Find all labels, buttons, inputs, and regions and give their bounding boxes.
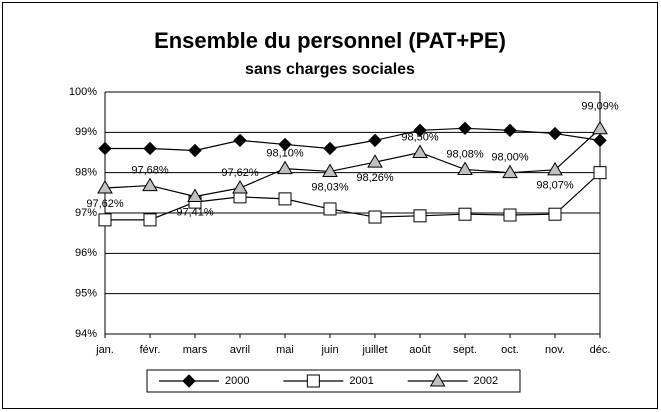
y-tick-label: 100%	[69, 86, 97, 98]
x-tick-label: juillet	[361, 344, 387, 356]
x-tick-label: oct.	[501, 344, 519, 356]
y-tick-label: 97%	[75, 207, 97, 219]
data-label: 98,03%	[311, 181, 349, 193]
marker-triangle	[592, 120, 608, 135]
marker-triangle	[412, 144, 428, 158]
marker-triangle	[232, 180, 248, 194]
legend-label: 2002	[474, 375, 498, 387]
marker-square	[98, 213, 112, 227]
marker-diamond	[548, 126, 562, 141]
marker-square	[323, 202, 337, 216]
data-label: 99,09%	[581, 101, 619, 113]
marker-diamond	[98, 141, 112, 156]
legend-label: 2001	[349, 375, 373, 387]
marker-square	[278, 192, 292, 206]
data-label: 98,50%	[401, 131, 439, 143]
data-label: 97,62%	[221, 167, 259, 179]
data-label: 98,08%	[446, 148, 484, 160]
x-tick-label: déc.	[590, 344, 611, 356]
data-label: 98,00%	[491, 152, 529, 164]
x-tick-label: févr.	[140, 344, 161, 356]
legend-label: 2000	[225, 375, 249, 387]
marker-diamond	[278, 137, 292, 152]
y-tick-label: 96%	[75, 247, 97, 259]
marker-diamond	[593, 133, 607, 148]
marker-square	[593, 166, 607, 180]
data-label: 97,68%	[131, 164, 169, 176]
marker-diamond	[368, 133, 382, 148]
marker-triangle	[367, 154, 383, 168]
marker-diamond	[323, 141, 337, 156]
series-line	[104, 128, 601, 198]
marker-diamond	[143, 141, 157, 156]
chart-subtitle: sans charges sociales	[245, 61, 415, 78]
marker-triangle	[97, 180, 113, 194]
marker-triangle	[547, 161, 563, 176]
marker-square	[503, 208, 517, 222]
chart-title: Ensemble du personnel (PAT+PE)	[154, 28, 506, 53]
data-label: 98,26%	[356, 172, 394, 184]
x-tick-label: nov.	[545, 344, 565, 356]
series-line	[105, 127, 601, 152]
marker-square	[143, 213, 157, 227]
marker-triangle	[187, 188, 203, 202]
marker-triangle	[502, 164, 518, 179]
y-tick-label: 98%	[75, 167, 97, 179]
marker-square	[548, 207, 562, 221]
marker-triangle	[429, 373, 446, 387]
x-tick-label: sept.	[453, 344, 477, 356]
x-tick-label: août	[409, 344, 430, 356]
y-tick-label: 95%	[75, 288, 97, 300]
marker-diamond	[413, 123, 427, 138]
data-label: 98,07%	[536, 180, 574, 192]
marker-diamond	[188, 143, 202, 158]
marker-diamond	[458, 121, 472, 136]
legend: 2000 2001 2002	[146, 369, 521, 393]
x-tick-label: jan.	[95, 344, 114, 356]
marker-square	[458, 207, 472, 221]
data-label: 97,41%	[176, 206, 214, 218]
series-line	[105, 172, 601, 221]
x-tick-label: avril	[230, 344, 250, 356]
x-tick-label: juin	[320, 344, 338, 356]
marker-diamond	[233, 133, 247, 148]
x-tick-label: mai	[276, 344, 294, 356]
y-tick-label: 99%	[75, 126, 97, 138]
marker-triangle	[457, 161, 473, 175]
marker-triangle	[277, 160, 293, 175]
data-label: 97,62%	[86, 198, 124, 210]
y-tick-label: 94%	[75, 328, 97, 340]
marker-triangle	[142, 177, 158, 192]
marker-diamond	[182, 374, 196, 388]
marker-square	[413, 209, 427, 223]
marker-square	[368, 210, 382, 224]
data-label: 98,10%	[266, 148, 304, 160]
marker-diamond	[503, 123, 517, 138]
marker-triangle	[322, 163, 338, 177]
x-tick-label: mars	[183, 344, 208, 356]
marker-square	[306, 374, 320, 388]
